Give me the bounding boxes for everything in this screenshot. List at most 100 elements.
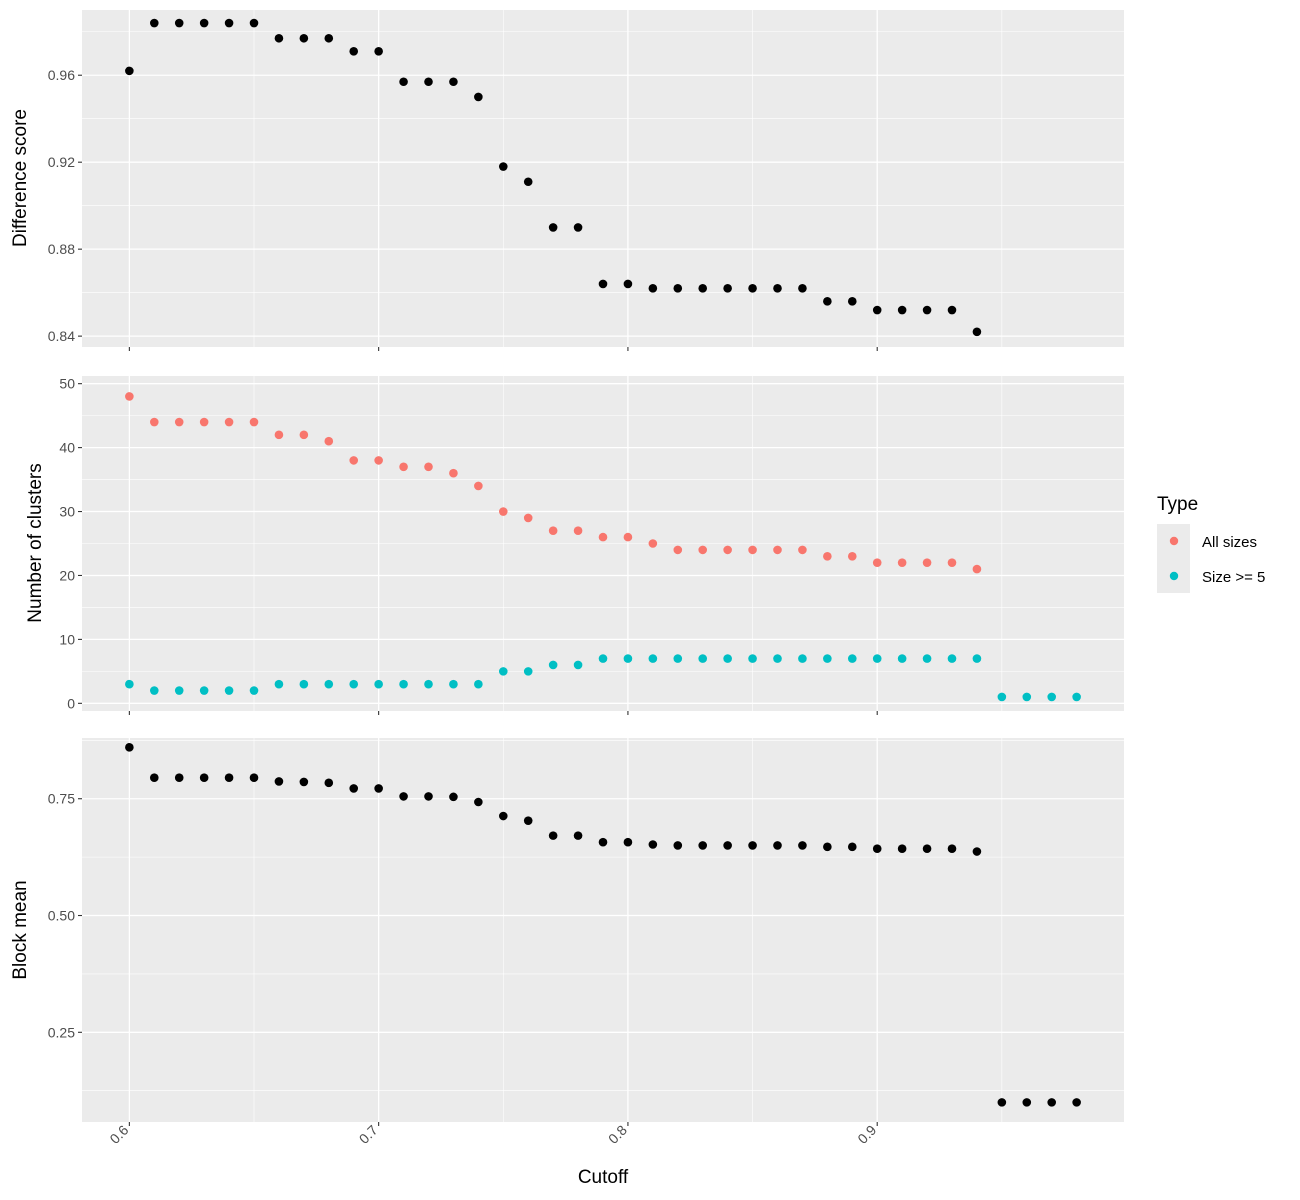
data-point xyxy=(224,417,234,427)
data-point xyxy=(349,47,359,56)
y-tick-label-0: 0 xyxy=(67,695,75,711)
data-point xyxy=(847,551,857,561)
data-point xyxy=(623,532,633,542)
y-tick-label-50: 50 xyxy=(59,376,75,392)
data-point xyxy=(449,77,458,87)
series-all-sizes xyxy=(125,392,982,574)
data-point xyxy=(199,417,209,427)
y-tick-label-0-84: 0.84 xyxy=(48,328,75,344)
data-point xyxy=(872,305,882,315)
data-point xyxy=(773,654,782,663)
data-point xyxy=(1047,1098,1057,1107)
data-point xyxy=(748,841,757,850)
data-point xyxy=(498,162,508,171)
data-point xyxy=(424,679,433,689)
data-point xyxy=(922,654,932,663)
y-tick-label-20: 20 xyxy=(59,567,75,583)
data-point xyxy=(648,840,658,849)
data-point xyxy=(174,18,184,28)
data-point xyxy=(349,679,359,689)
data-point xyxy=(748,283,757,293)
y-tick-label-10: 10 xyxy=(59,631,75,647)
legend-key-background xyxy=(1157,524,1190,593)
series-size-5 xyxy=(125,654,1081,702)
data-point xyxy=(997,1098,1007,1107)
data-point xyxy=(125,392,134,401)
legend-title: Type xyxy=(1157,494,1198,515)
x-tick-label-0-9: 0.9 xyxy=(854,1122,879,1147)
data-point xyxy=(947,654,957,663)
data-point xyxy=(498,667,508,676)
data-point xyxy=(149,773,159,783)
data-point xyxy=(723,545,732,555)
data-point xyxy=(523,177,533,187)
data-point xyxy=(798,283,807,293)
panel-background-0 xyxy=(82,10,1124,347)
data-point xyxy=(149,686,159,695)
data-point xyxy=(947,305,957,315)
data-point xyxy=(798,654,807,663)
data-point xyxy=(947,844,957,854)
data-point xyxy=(224,773,234,783)
data-point xyxy=(847,297,857,306)
data-point xyxy=(648,539,658,548)
panel-1: 0 10 20 30 40 50 xyxy=(59,376,1124,715)
x-axis-title-cutoff: Cutoff xyxy=(578,1167,629,1188)
legend-key-all-sizes xyxy=(1169,536,1179,546)
data-point xyxy=(897,305,907,315)
y-tick-label-0-25: 0.25 xyxy=(48,1024,75,1040)
data-point xyxy=(125,66,134,76)
y-tick-label-0-92: 0.92 xyxy=(48,154,75,170)
data-point xyxy=(723,841,732,850)
data-point xyxy=(324,33,334,43)
y-axis-title-difference-score: Difference score xyxy=(10,109,31,247)
panel-0: 0.84 0.88 0.92 0.96 xyxy=(48,10,1124,351)
data-point xyxy=(424,77,433,87)
data-point xyxy=(125,679,134,689)
data-point xyxy=(1022,1098,1032,1107)
data-point xyxy=(149,417,159,427)
data-point xyxy=(748,545,757,555)
data-point xyxy=(399,77,408,87)
data-point xyxy=(673,841,683,850)
data-point xyxy=(249,417,259,427)
x-tick-label-0-6: 0.6 xyxy=(106,1122,131,1147)
data-point xyxy=(598,279,608,289)
data-point xyxy=(474,92,483,102)
data-point xyxy=(823,654,832,663)
data-point xyxy=(673,283,683,293)
data-point xyxy=(324,778,334,788)
data-point xyxy=(798,545,807,555)
data-point xyxy=(249,773,259,783)
data-point xyxy=(972,327,982,337)
y-axis-title-number-of-clusters: Number of clusters xyxy=(25,463,46,622)
series-0-0 xyxy=(125,18,982,337)
data-point xyxy=(698,545,708,555)
data-point xyxy=(125,743,134,752)
data-point xyxy=(997,692,1007,702)
data-point xyxy=(623,837,633,847)
data-point xyxy=(623,279,633,289)
data-point xyxy=(748,654,757,663)
data-point xyxy=(872,654,882,663)
data-point xyxy=(399,679,408,689)
data-point xyxy=(299,679,309,689)
data-point xyxy=(823,842,832,852)
data-point xyxy=(349,784,359,793)
data-point xyxy=(523,513,533,523)
data-point xyxy=(498,811,508,821)
data-point xyxy=(174,686,184,695)
y-axis-title-block-mean: Block mean xyxy=(10,880,31,979)
data-point xyxy=(199,686,209,695)
data-point xyxy=(324,679,334,689)
data-point xyxy=(573,223,583,232)
data-point xyxy=(449,468,458,478)
legend-label-all-sizes: All sizes xyxy=(1202,534,1257,551)
data-point xyxy=(1072,692,1081,702)
data-point xyxy=(773,545,782,555)
data-point xyxy=(897,844,907,854)
data-point xyxy=(199,773,209,783)
data-point xyxy=(598,837,608,847)
x-tick-label-0-7: 0.7 xyxy=(356,1122,381,1147)
data-point xyxy=(823,297,832,306)
